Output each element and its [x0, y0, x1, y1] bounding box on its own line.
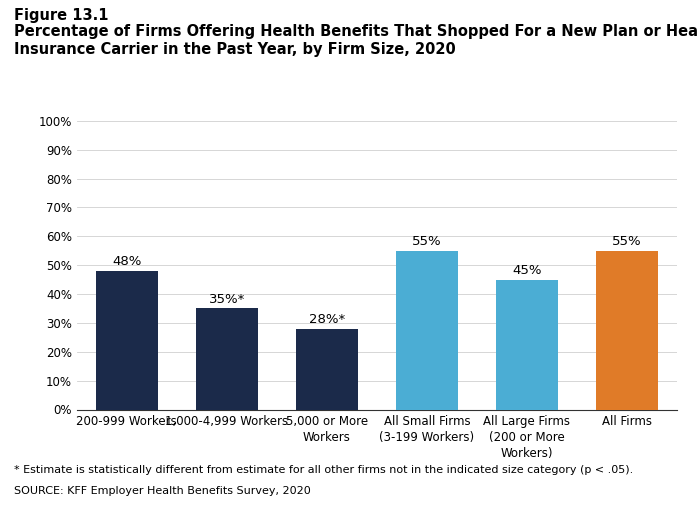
- Bar: [596, 251, 658, 410]
- Text: 55%: 55%: [612, 235, 642, 248]
- Bar: [96, 271, 158, 410]
- Bar: [196, 309, 258, 410]
- Bar: [496, 279, 558, 410]
- Bar: [296, 329, 358, 410]
- Bar: [396, 251, 458, 410]
- Text: 28%*: 28%*: [309, 313, 345, 326]
- Text: Figure 13.1: Figure 13.1: [14, 8, 108, 23]
- Text: 45%: 45%: [512, 264, 542, 277]
- Text: 55%: 55%: [412, 235, 442, 248]
- Text: * Estimate is statistically different from estimate for all other firms not in t: * Estimate is statistically different fr…: [14, 465, 633, 475]
- Text: 35%*: 35%*: [209, 292, 245, 306]
- Text: Percentage of Firms Offering Health Benefits That Shopped For a New Plan or Heal: Percentage of Firms Offering Health Bene…: [14, 24, 698, 39]
- Text: 48%: 48%: [112, 255, 142, 268]
- Text: Insurance Carrier in the Past Year, by Firm Size, 2020: Insurance Carrier in the Past Year, by F…: [14, 42, 456, 57]
- Text: SOURCE: KFF Employer Health Benefits Survey, 2020: SOURCE: KFF Employer Health Benefits Sur…: [14, 486, 311, 496]
